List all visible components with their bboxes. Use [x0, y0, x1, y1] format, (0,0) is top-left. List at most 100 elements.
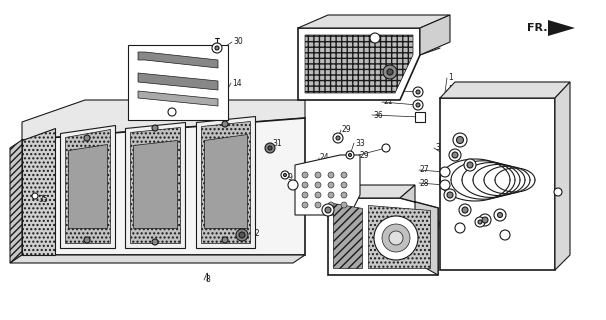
- Text: 15: 15: [198, 92, 208, 101]
- Text: 2: 2: [340, 196, 345, 204]
- Circle shape: [302, 202, 308, 208]
- Circle shape: [478, 220, 482, 224]
- Polygon shape: [138, 91, 218, 106]
- Circle shape: [168, 108, 176, 116]
- Text: 37: 37: [520, 186, 530, 195]
- Polygon shape: [400, 185, 438, 275]
- Circle shape: [462, 207, 468, 213]
- Circle shape: [452, 152, 458, 158]
- Text: 19: 19: [383, 85, 393, 94]
- Polygon shape: [22, 100, 305, 140]
- Text: 22: 22: [492, 211, 502, 220]
- Polygon shape: [133, 140, 177, 228]
- Text: 12: 12: [295, 182, 304, 191]
- Text: 6: 6: [340, 207, 345, 217]
- Text: 29: 29: [342, 125, 351, 134]
- Circle shape: [341, 172, 347, 178]
- Circle shape: [322, 204, 334, 216]
- Circle shape: [84, 237, 90, 243]
- Circle shape: [459, 204, 471, 216]
- Text: 3: 3: [462, 131, 467, 140]
- Circle shape: [500, 230, 510, 240]
- Polygon shape: [305, 35, 413, 93]
- Text: 24: 24: [320, 154, 330, 163]
- Text: 7: 7: [462, 143, 467, 153]
- Text: 10: 10: [343, 167, 353, 177]
- Circle shape: [328, 172, 334, 178]
- Polygon shape: [440, 82, 570, 98]
- Text: FR.: FR.: [527, 23, 547, 33]
- Text: 36: 36: [373, 110, 383, 119]
- Circle shape: [302, 182, 308, 188]
- Circle shape: [32, 193, 38, 199]
- Text: 29: 29: [360, 150, 370, 159]
- Text: 1: 1: [448, 74, 453, 83]
- Circle shape: [456, 137, 464, 143]
- Circle shape: [315, 192, 321, 198]
- Text: 34: 34: [435, 143, 445, 153]
- Circle shape: [302, 172, 308, 178]
- Text: 20: 20: [397, 60, 407, 69]
- Text: 27: 27: [420, 165, 430, 174]
- Circle shape: [212, 43, 222, 53]
- Text: 35: 35: [38, 196, 48, 204]
- Circle shape: [328, 182, 334, 188]
- Circle shape: [382, 144, 390, 152]
- Circle shape: [374, 216, 418, 260]
- Circle shape: [383, 65, 397, 79]
- Text: 11: 11: [343, 178, 353, 187]
- Polygon shape: [138, 73, 218, 90]
- Circle shape: [554, 188, 562, 196]
- Circle shape: [453, 133, 467, 147]
- Circle shape: [440, 180, 450, 190]
- Circle shape: [382, 224, 410, 252]
- Polygon shape: [298, 15, 450, 28]
- Circle shape: [152, 239, 158, 245]
- Text: 14: 14: [232, 78, 242, 87]
- Polygon shape: [60, 125, 115, 248]
- Circle shape: [464, 159, 476, 171]
- Text: 18: 18: [420, 44, 430, 52]
- Circle shape: [315, 172, 321, 178]
- Polygon shape: [328, 198, 438, 275]
- Polygon shape: [196, 116, 255, 248]
- Circle shape: [413, 87, 423, 97]
- Circle shape: [444, 189, 456, 201]
- Text: 33: 33: [355, 139, 365, 148]
- Text: 28: 28: [420, 179, 430, 188]
- Polygon shape: [295, 155, 360, 215]
- Text: 13: 13: [310, 161, 319, 170]
- Circle shape: [222, 237, 228, 243]
- Circle shape: [265, 143, 275, 153]
- Circle shape: [416, 103, 420, 107]
- Circle shape: [84, 135, 90, 141]
- Circle shape: [239, 232, 245, 238]
- Polygon shape: [125, 122, 185, 248]
- Circle shape: [284, 173, 287, 177]
- Text: 4: 4: [390, 196, 395, 204]
- Text: 31: 31: [272, 139, 282, 148]
- Polygon shape: [201, 121, 250, 243]
- Polygon shape: [10, 140, 22, 263]
- Circle shape: [281, 171, 289, 179]
- Polygon shape: [22, 118, 305, 255]
- Polygon shape: [68, 144, 107, 228]
- Circle shape: [222, 121, 228, 127]
- Text: 25: 25: [330, 205, 339, 214]
- Text: 23: 23: [200, 66, 210, 75]
- Polygon shape: [333, 203, 362, 268]
- Circle shape: [315, 202, 321, 208]
- Text: 26: 26: [435, 220, 445, 229]
- Text: 17: 17: [198, 106, 208, 115]
- Circle shape: [152, 125, 158, 131]
- Circle shape: [494, 209, 506, 221]
- Circle shape: [288, 180, 298, 190]
- Circle shape: [498, 212, 502, 218]
- Circle shape: [475, 217, 485, 227]
- Circle shape: [341, 202, 347, 208]
- Polygon shape: [130, 127, 180, 243]
- Circle shape: [346, 151, 354, 159]
- Text: 8: 8: [205, 276, 210, 284]
- Circle shape: [482, 217, 488, 223]
- Polygon shape: [138, 52, 218, 68]
